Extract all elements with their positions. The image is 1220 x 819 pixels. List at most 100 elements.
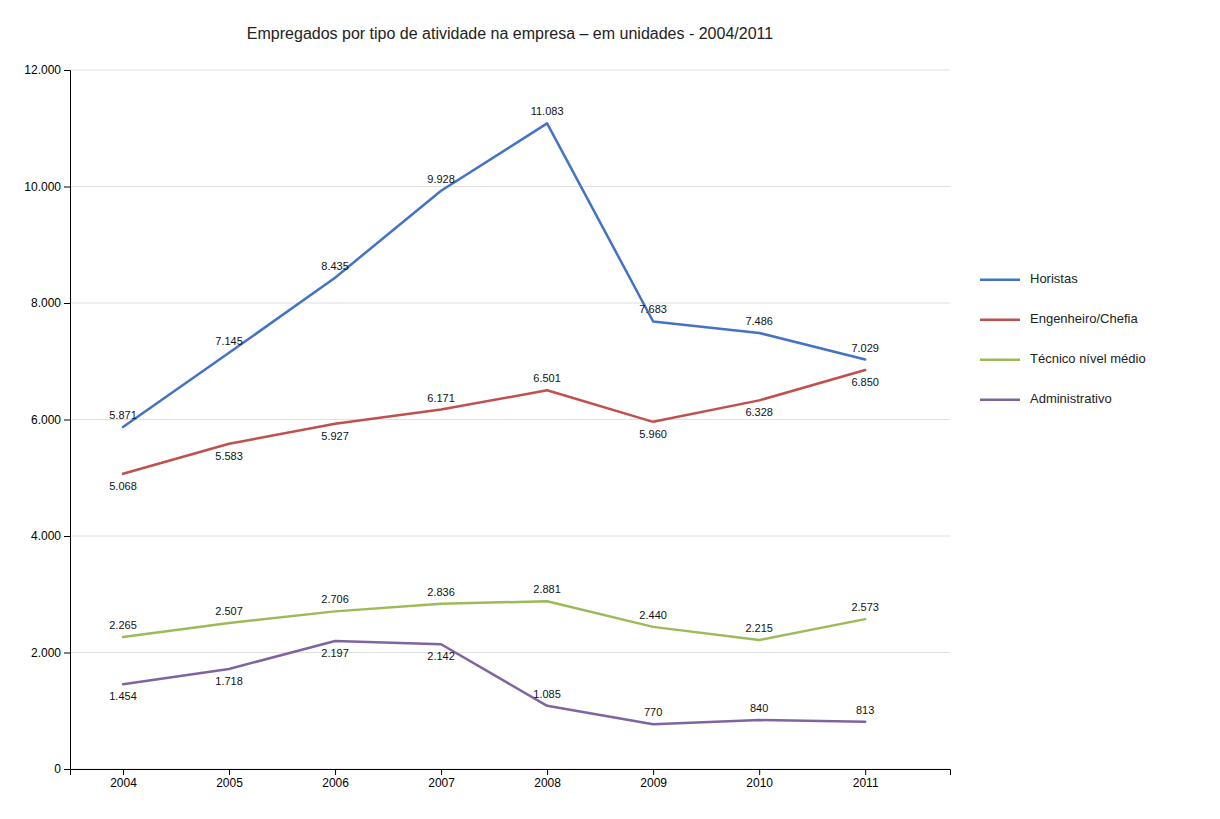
data-label: 1.718 xyxy=(215,675,243,687)
legend-label: Horistas xyxy=(1030,271,1078,286)
x-axis: 2004 2005 2006 2007 2008 2009 2010 2011 xyxy=(71,769,951,790)
y-tick: 6.000 xyxy=(31,413,70,427)
data-label: 6.171 xyxy=(427,392,455,404)
x-tick-mark xyxy=(865,769,866,775)
y-tick-label: 8.000 xyxy=(31,296,61,310)
y-tick-mark xyxy=(64,769,70,770)
legend-item: Engenheiro/Chefia xyxy=(980,311,1138,326)
series-line xyxy=(123,370,865,474)
data-label: 2.507 xyxy=(215,605,243,617)
y-tick-label: 10.000 xyxy=(24,180,61,194)
data-label: 5.960 xyxy=(639,428,667,440)
y-tick: 8.000 xyxy=(31,296,70,310)
data-label: 2.881 xyxy=(533,583,561,595)
y-tick: 12.000 xyxy=(24,63,70,77)
grid-line xyxy=(70,419,950,420)
y-axis: 0 2.000 4.000 6.000 8.000 10.000 12.000 xyxy=(24,63,70,776)
x-tick-mark xyxy=(547,769,548,775)
grid xyxy=(70,70,950,769)
series-line xyxy=(123,641,865,724)
data-label: 5.583 xyxy=(215,450,243,462)
plot: 2004 2005 2006 2007 2008 2009 2010 2011 0 2.000 4.… xyxy=(24,63,950,789)
x-tick: 2007 xyxy=(428,769,455,790)
y-tick: 2.000 xyxy=(31,646,70,660)
y-tick: 10.000 xyxy=(24,180,70,194)
x-tick: 2010 xyxy=(746,769,773,790)
x-tick-mark xyxy=(441,769,442,775)
legend-swatch xyxy=(980,398,1020,401)
data-label: 2.440 xyxy=(639,609,667,621)
data-label: 6.501 xyxy=(533,372,561,384)
data-label: 2.197 xyxy=(321,647,349,659)
x-tick-label: 2011 xyxy=(853,776,879,790)
x-tick-label: 2005 xyxy=(216,776,243,790)
x-tick: 2004 xyxy=(110,769,137,790)
grid-line xyxy=(70,652,950,653)
title: Empregados por tipo de atividade na empr… xyxy=(247,25,773,42)
data-label: 840 xyxy=(750,702,768,714)
x-tick: 2011 xyxy=(853,769,879,790)
series-line xyxy=(123,123,865,427)
y-tick-label: 0 xyxy=(54,762,61,776)
data-label: 2.265 xyxy=(109,619,137,631)
data-label: 2.142 xyxy=(427,650,455,662)
y-tick-mark xyxy=(64,536,70,537)
y-tick-mark xyxy=(64,420,70,421)
legend-item: Horistas xyxy=(980,271,1078,286)
chart: 2004 2005 2006 2007 2008 2009 2010 2011 0 2.000 4.… xyxy=(0,0,1220,819)
x-tick-label: 2008 xyxy=(534,776,561,790)
legend-swatch xyxy=(980,318,1020,321)
data-label: 5.871 xyxy=(109,409,137,421)
data-label: 5.927 xyxy=(321,430,349,442)
data-labels: 5.8717.1458.4359.92811.0837.6837.4867.02… xyxy=(109,105,879,718)
x-tick-label: 2009 xyxy=(640,776,667,790)
data-label: 6.850 xyxy=(851,376,879,388)
y-tick-label: 6.000 xyxy=(31,413,61,427)
data-label: 1.454 xyxy=(109,690,137,702)
data-label: 2.836 xyxy=(427,586,455,598)
grid-line xyxy=(70,186,950,187)
x-tick-mark xyxy=(759,769,760,775)
y-tick-mark xyxy=(64,653,70,654)
x-tick: 2008 xyxy=(534,769,561,790)
data-label: 9.928 xyxy=(427,173,455,185)
y-tick-label: 2.000 xyxy=(31,646,61,660)
x-tick-label: 2007 xyxy=(428,776,455,790)
x-tick-label: 2010 xyxy=(746,776,773,790)
x-tick-label: 2004 xyxy=(110,776,137,790)
data-label: 813 xyxy=(856,704,874,716)
data-label: 2.573 xyxy=(851,601,879,613)
grid-line xyxy=(70,303,950,304)
legend-swatch xyxy=(980,278,1020,281)
x-axis-line xyxy=(71,770,951,776)
grid-line xyxy=(70,536,950,537)
x-tick: 2009 xyxy=(640,769,667,790)
legend-item: Técnico nível médio xyxy=(980,351,1146,366)
x-tick-mark xyxy=(335,769,336,775)
y-tick: 4.000 xyxy=(31,529,70,543)
data-label: 8.435 xyxy=(321,260,349,272)
series-line xyxy=(123,601,865,640)
data-label: 770 xyxy=(644,706,662,718)
x-tick-mark xyxy=(653,769,654,775)
data-label: 11.083 xyxy=(531,105,564,117)
x-tick-mark xyxy=(229,769,230,775)
y-tick-label: 4.000 xyxy=(31,529,61,543)
legend: Horistas Engenheiro/Chefia Técnico nível m… xyxy=(980,271,1146,406)
x-tick: 2005 xyxy=(216,769,243,790)
data-label: 7.029 xyxy=(851,342,879,354)
x-tick-label: 2006 xyxy=(322,776,349,790)
legend-item: Administrativo xyxy=(980,391,1112,406)
data-label: 5.068 xyxy=(109,480,137,492)
legend-label: Engenheiro/Chefia xyxy=(1030,311,1138,326)
y-tick: 0 xyxy=(54,762,70,776)
data-label: 7.486 xyxy=(745,315,773,327)
y-tick-mark xyxy=(64,187,70,188)
legend-label: Administrativo xyxy=(1030,391,1112,406)
x-tick-mark xyxy=(123,769,124,775)
legend-swatch xyxy=(980,358,1020,361)
lines xyxy=(123,123,865,724)
legend-label: Técnico nível médio xyxy=(1030,351,1146,366)
y-axis-line xyxy=(64,71,71,770)
x-tick: 2006 xyxy=(322,769,349,790)
